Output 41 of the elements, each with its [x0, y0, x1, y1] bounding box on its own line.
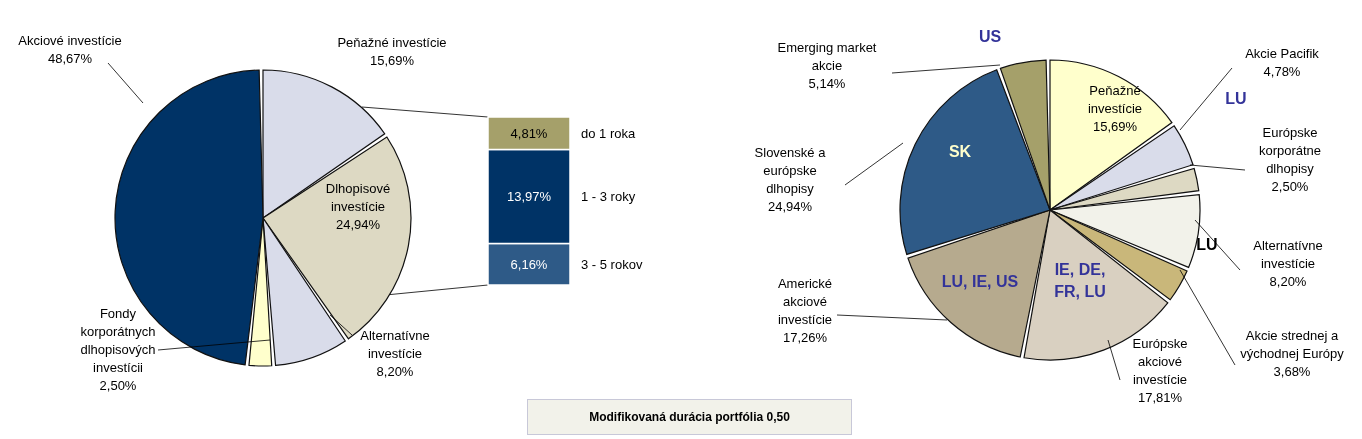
data-label: 3,68% [1273, 364, 1311, 379]
slice-label: Európske korporátne dlhopisy [1258, 125, 1322, 176]
data-label: 13,97% [506, 189, 552, 205]
slice-label: Alternatívne investície [360, 328, 430, 361]
slice-label: Akcie Pacifik [1245, 46, 1320, 61]
data-label: 4,81% [510, 126, 548, 142]
data-label: 2,50% [1271, 179, 1309, 194]
text: SK [948, 143, 972, 160]
data-label: 6,16% [510, 257, 548, 273]
slice-label: Alternatívne investície [1253, 238, 1323, 271]
slice-label: Slovenské a európske dlhopisy [754, 145, 827, 196]
data-label: 17,81% [1137, 390, 1183, 405]
text: IE, DE, FR, LU [1054, 261, 1106, 300]
text: LU, IE, US [941, 273, 1019, 290]
slice-label: Emerging market akcie [777, 40, 877, 73]
slice-label: Peňažné investície [337, 35, 447, 50]
data-label: 8,20% [1269, 274, 1307, 289]
data-label: 24,94% [767, 199, 813, 214]
slice-label: Akcie strednej a východnej Európy [1240, 328, 1345, 361]
slice-label: Akciové investície [18, 33, 122, 48]
data-label: 4,78% [1263, 64, 1301, 79]
data-label: 8,20% [376, 364, 414, 379]
series-label: do 1 roka [581, 126, 636, 142]
slice-label: Fondy korporátnych dlhopisových investícii [80, 306, 156, 375]
slice-label: Peňažné investície [1087, 83, 1143, 116]
text: Modifikovaná durácia portfólia 0,50 [527, 399, 852, 435]
data-label: 48,67% [47, 51, 93, 66]
slice-label: Európske akciové investície [1132, 336, 1188, 387]
data-label: 15,69% [1092, 119, 1138, 134]
text: LU [1196, 236, 1218, 253]
data-label: 24,94% [335, 217, 381, 232]
data-label: 15,69% [369, 53, 415, 68]
series-label: 3 - 5 rokov [581, 257, 643, 273]
text: LU [1225, 90, 1247, 107]
data-label: 5,14% [808, 76, 846, 91]
slice-label: Dlhopisové investície [325, 181, 391, 214]
series-label: 1 - 3 roky [581, 189, 636, 205]
data-label: 17,26% [782, 330, 828, 345]
slice-label: Americké akciové investície [777, 276, 833, 327]
text: US [978, 28, 1002, 45]
data-label: 2,50% [99, 378, 137, 393]
